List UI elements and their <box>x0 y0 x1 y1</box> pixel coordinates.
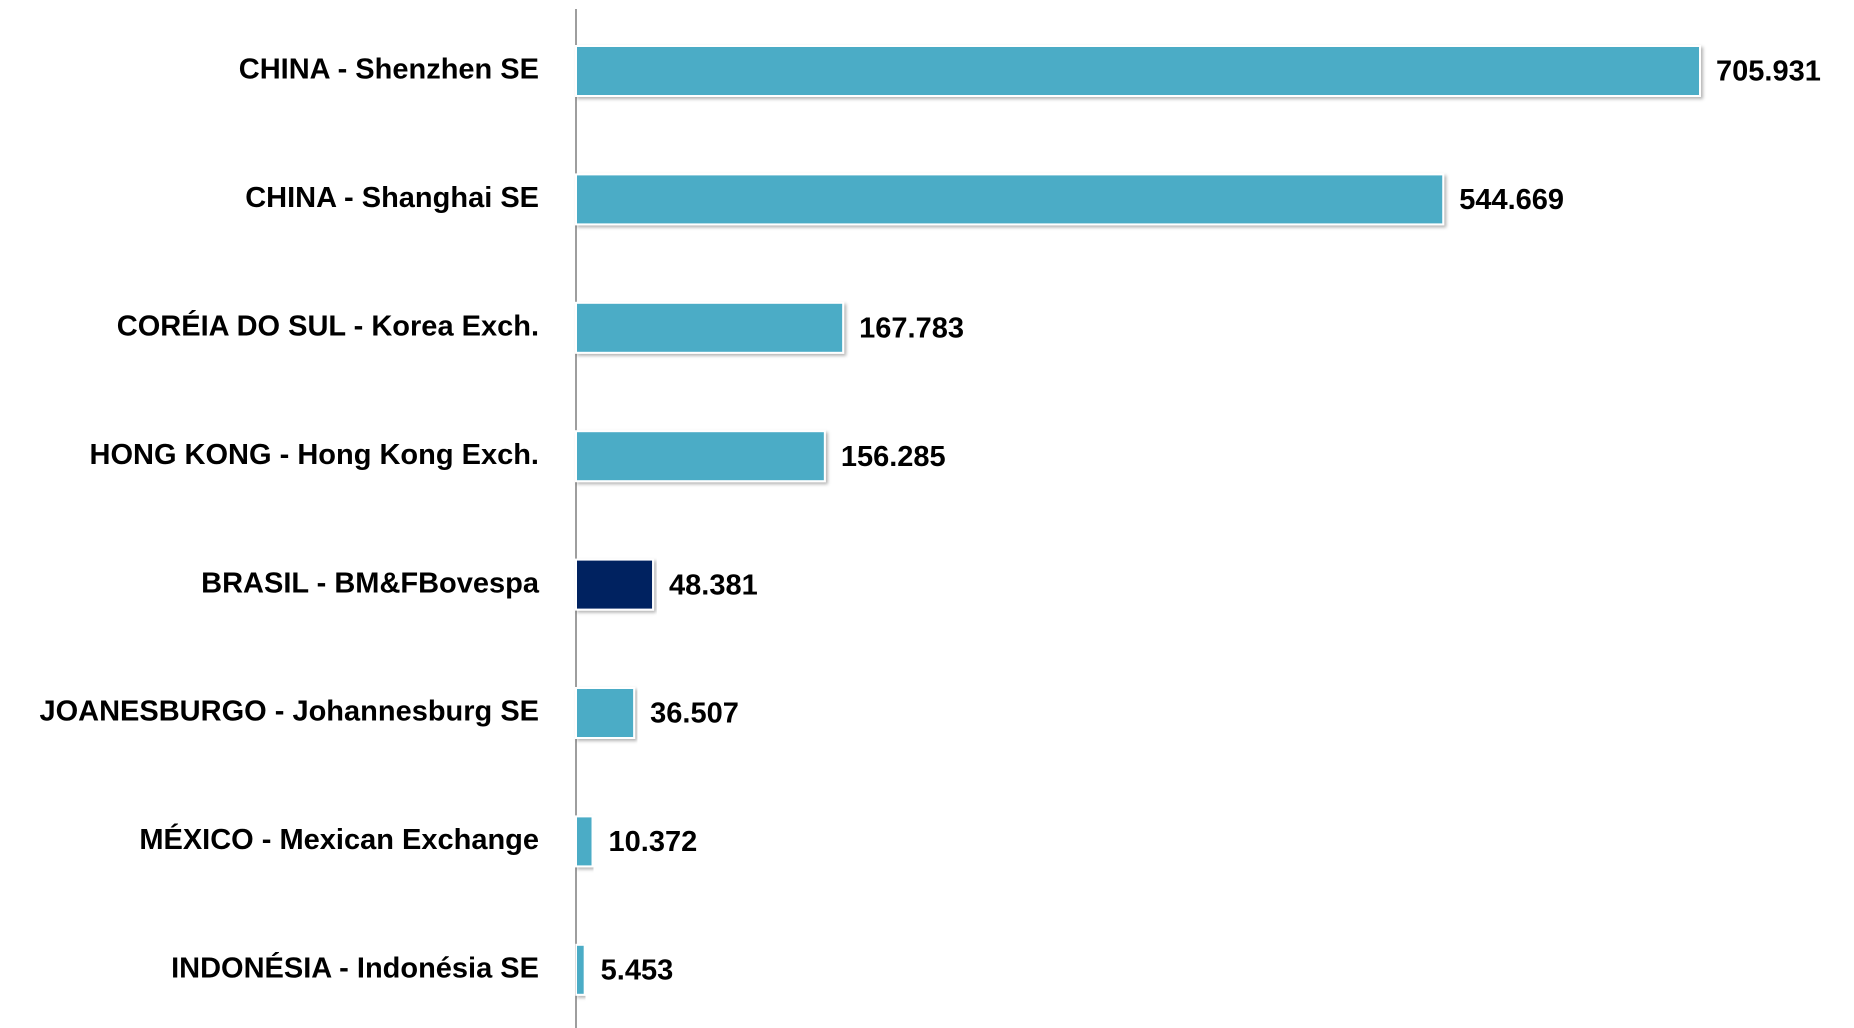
bar <box>575 815 594 868</box>
bar <box>575 45 1701 97</box>
category-label: CORÉIA DO SUL - Korea Exch. <box>117 308 539 342</box>
category-label: BRASIL - BM&FBovespa <box>201 567 540 599</box>
value-label: 544.669 <box>1459 184 1564 216</box>
value-label: 5.453 <box>601 954 674 986</box>
bar <box>575 430 826 483</box>
category-label: CHINA - Shenzhen SE <box>239 54 539 86</box>
value-label: 705.931 <box>1716 56 1821 88</box>
value-label: 48.381 <box>669 569 758 601</box>
category-label: MÉXICO - Mexican Exchange <box>139 822 539 856</box>
value-label: 167.783 <box>859 312 964 344</box>
bar <box>575 301 845 354</box>
value-label: 156.285 <box>841 441 946 473</box>
category-label: CHINA - Shanghai SE <box>245 182 539 214</box>
category-label: HONG KONG - Hong Kong Exch. <box>90 439 540 471</box>
category-label: JOANESBURGO - Johannesburg SE <box>39 696 539 728</box>
value-label: 10.372 <box>609 826 698 858</box>
bar <box>575 173 1445 226</box>
bar <box>575 943 586 996</box>
bar <box>575 558 655 611</box>
value-label: 36.507 <box>650 698 739 730</box>
category-label: INDONÉSIA - Indonésia SE <box>171 950 539 984</box>
bar <box>575 687 636 739</box>
